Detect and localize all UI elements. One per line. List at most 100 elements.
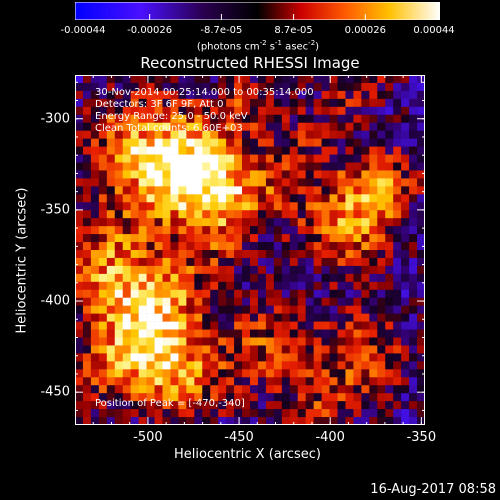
heatmap-cell	[202, 90, 211, 100]
heatmap-cell	[361, 273, 370, 283]
heatmap-cell	[226, 202, 235, 211]
heatmap-cell	[377, 234, 386, 243]
heatmap-cell	[226, 106, 235, 116]
heatmap-cell	[114, 273, 124, 283]
heatmap-cell	[90, 377, 100, 386]
heatmap-cell	[257, 114, 267, 124]
heatmap-cell	[98, 393, 108, 402]
heatmap-cell	[210, 265, 219, 275]
heatmap-cell	[226, 242, 235, 251]
heatmap-cell	[154, 162, 163, 171]
heatmap-cell	[321, 409, 330, 418]
heatmap-cell	[154, 377, 163, 386]
heatmap-cell	[90, 321, 100, 330]
heatmap-cell	[257, 186, 267, 195]
heatmap-cell	[194, 202, 203, 211]
heatmap-cell	[289, 305, 299, 314]
colorbar-svg	[75, 2, 440, 20]
heatmap-cell	[265, 289, 275, 299]
heatmap-cell	[305, 202, 314, 211]
heatmap-cell	[321, 114, 330, 124]
heatmap-cell	[154, 210, 163, 219]
heatmap-cell	[146, 361, 155, 370]
heatmap-cell	[162, 250, 171, 259]
heatmap-cell	[226, 186, 235, 195]
heatmap-cell	[170, 82, 179, 92]
heatmap-cell	[138, 122, 147, 131]
heatmap-cell	[329, 75, 338, 84]
heatmap-cell	[337, 281, 346, 291]
heatmap-cell	[138, 226, 147, 235]
heatmap-cell	[409, 265, 418, 275]
heatmap-cell	[345, 250, 354, 259]
heatmap-cell	[305, 281, 314, 291]
heatmap-cell	[130, 393, 139, 402]
heatmap-cell	[90, 250, 100, 259]
heatmap-cell	[409, 122, 418, 131]
heatmap-cell	[401, 138, 410, 147]
heatmap-cell	[242, 321, 251, 330]
heatmap-cell	[289, 257, 299, 267]
heatmap-cell	[305, 273, 314, 283]
heatmap-cell	[114, 154, 124, 163]
heatmap-cell	[257, 178, 267, 187]
heatmap-cell	[345, 305, 354, 314]
heatmap-cell	[329, 361, 338, 370]
heatmap-cell	[146, 257, 155, 267]
heatmap-cell	[75, 281, 84, 291]
heatmap-cell	[377, 226, 386, 235]
heatmap-cell	[353, 297, 362, 306]
heatmap-cell	[289, 417, 299, 425]
heatmap-cell	[417, 401, 425, 410]
heatmap-cell	[265, 273, 275, 283]
heatmap-cell	[122, 114, 131, 124]
heatmap-cell	[242, 250, 251, 259]
heatmap-cell	[345, 90, 354, 100]
plot-border	[75, 75, 425, 425]
heatmap-cell	[281, 409, 291, 418]
heatmap-cell	[305, 321, 314, 330]
heatmap-cell	[202, 417, 211, 425]
heatmap-cell	[226, 146, 235, 155]
heatmap-cell	[194, 170, 203, 179]
heatmap-cell	[297, 369, 306, 378]
heatmap-cell	[130, 146, 139, 155]
heatmap-cell	[82, 82, 92, 92]
heatmap-cell	[257, 369, 267, 378]
heatmap-cell	[146, 273, 155, 283]
heatmap-cell	[98, 361, 108, 370]
heatmap-cell	[369, 146, 378, 155]
heatmap-cell	[202, 353, 211, 362]
heatmap-cell	[377, 377, 386, 386]
heatmap-cell	[345, 130, 354, 139]
heatmap-cell	[385, 250, 394, 259]
heatmap-cell	[321, 146, 330, 155]
heatmap-cell	[210, 178, 219, 187]
heatmap-cell	[202, 250, 211, 259]
heatmap-cell	[250, 162, 259, 171]
heatmap-cell	[162, 130, 171, 139]
heatmap-cell	[82, 337, 92, 346]
heatmap-cell	[313, 281, 322, 291]
heatmap-cell	[321, 337, 330, 346]
heatmap-cell	[385, 393, 394, 402]
heatmap-cell	[122, 393, 131, 402]
heatmap-cell	[154, 234, 163, 243]
heatmap-cell	[377, 162, 386, 171]
heatmap-cell	[146, 313, 155, 322]
heatmap-cell	[130, 409, 139, 418]
heatmap-cell	[369, 98, 378, 108]
heatmap-cell	[226, 409, 235, 418]
heatmap-cell	[401, 114, 410, 124]
heatmap-cell	[234, 281, 243, 291]
heatmap-cell	[130, 361, 139, 370]
plot-area	[75, 75, 425, 425]
heatmap-cell	[385, 265, 394, 275]
heatmap-cell	[401, 409, 410, 418]
heatmap-cell	[385, 242, 394, 251]
heatmap-cell	[257, 130, 267, 139]
heatmap-cell	[82, 90, 92, 100]
heatmap-cell	[377, 218, 386, 227]
heatmap-cell	[329, 305, 338, 314]
heatmap-cell	[385, 130, 394, 139]
